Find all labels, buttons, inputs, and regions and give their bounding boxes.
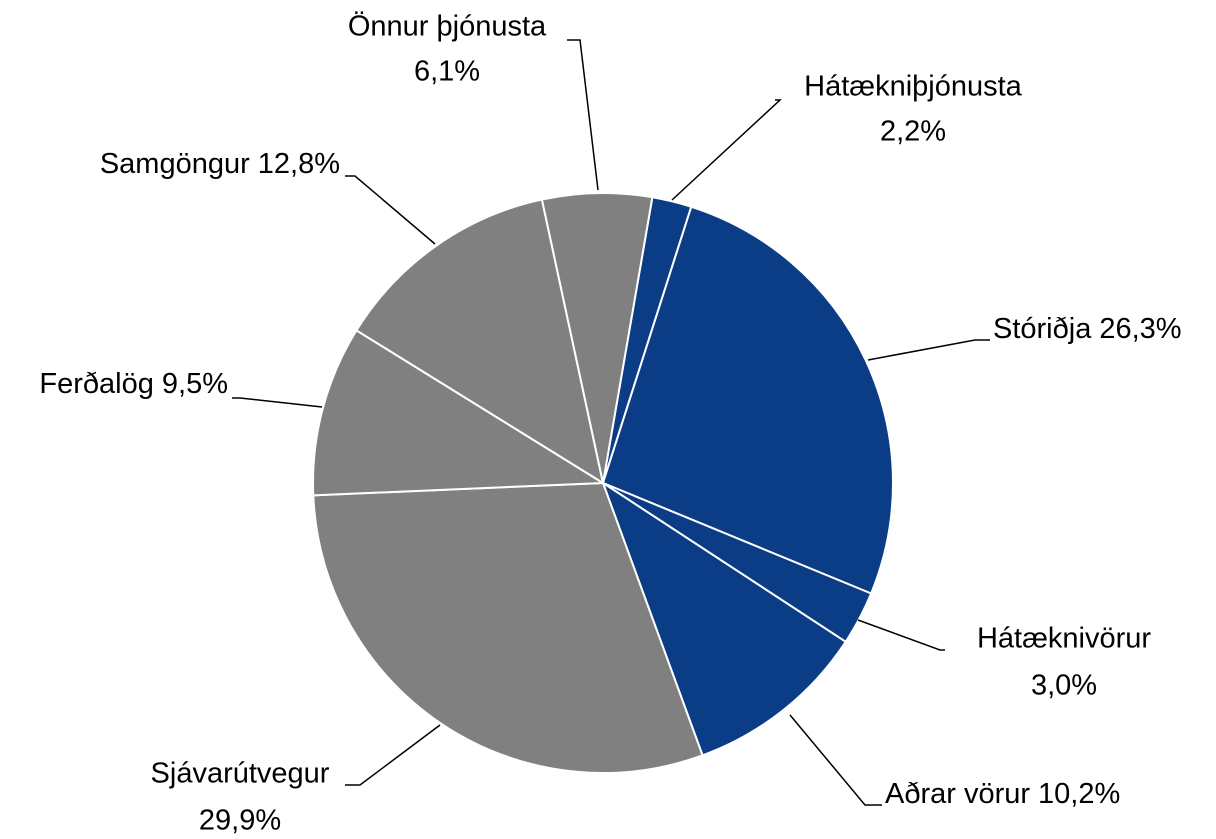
leader-line bbox=[345, 724, 441, 786]
value-label: 29,9% bbox=[199, 805, 281, 837]
pie-slice bbox=[312, 481, 704, 774]
leader-line bbox=[867, 339, 990, 361]
leader-line bbox=[567, 39, 599, 191]
pie-slice bbox=[355, 198, 605, 486]
pie-slice bbox=[601, 480, 848, 757]
slice-label-group: Aðrar vörur 10,2% bbox=[885, 778, 1120, 810]
slice-label-group: Ferðalög 9,5% bbox=[39, 368, 228, 400]
value-label: 6,1% bbox=[414, 56, 480, 88]
slice-label: Sjávarútvegur bbox=[151, 758, 330, 790]
pie-slice bbox=[540, 192, 654, 484]
pie-slice bbox=[601, 205, 894, 595]
slice-label-group: Stóriðja 26,3% bbox=[993, 313, 1182, 345]
pie-slice bbox=[312, 328, 607, 497]
slice-label: Samgöngur bbox=[100, 148, 250, 180]
value-label: 26,3% bbox=[1099, 313, 1181, 345]
slice-label: Stóriðja bbox=[993, 313, 1092, 345]
leader-line bbox=[789, 714, 882, 806]
slice-label: Önnur þjónusta bbox=[348, 11, 547, 43]
slice-label: Hátæknivörur bbox=[977, 623, 1151, 655]
leader-line bbox=[232, 397, 323, 408]
slice-label: Aðrar vörur bbox=[885, 778, 1030, 810]
slice-label-group: Samgöngur 12,8% bbox=[100, 148, 340, 180]
leader-line bbox=[857, 619, 945, 651]
value-label: 9,5% bbox=[162, 368, 228, 400]
value-label: 10,2% bbox=[1038, 778, 1120, 810]
slice-label: Hátækniþjónusta bbox=[804, 71, 1022, 103]
slice-label: Ferðalög bbox=[39, 368, 153, 400]
leader-line bbox=[671, 99, 782, 201]
value-label: 2,2% bbox=[880, 116, 946, 148]
value-label: 3,0% bbox=[1031, 670, 1097, 702]
leader-line bbox=[345, 175, 436, 245]
value-label: 12,8% bbox=[258, 148, 340, 180]
